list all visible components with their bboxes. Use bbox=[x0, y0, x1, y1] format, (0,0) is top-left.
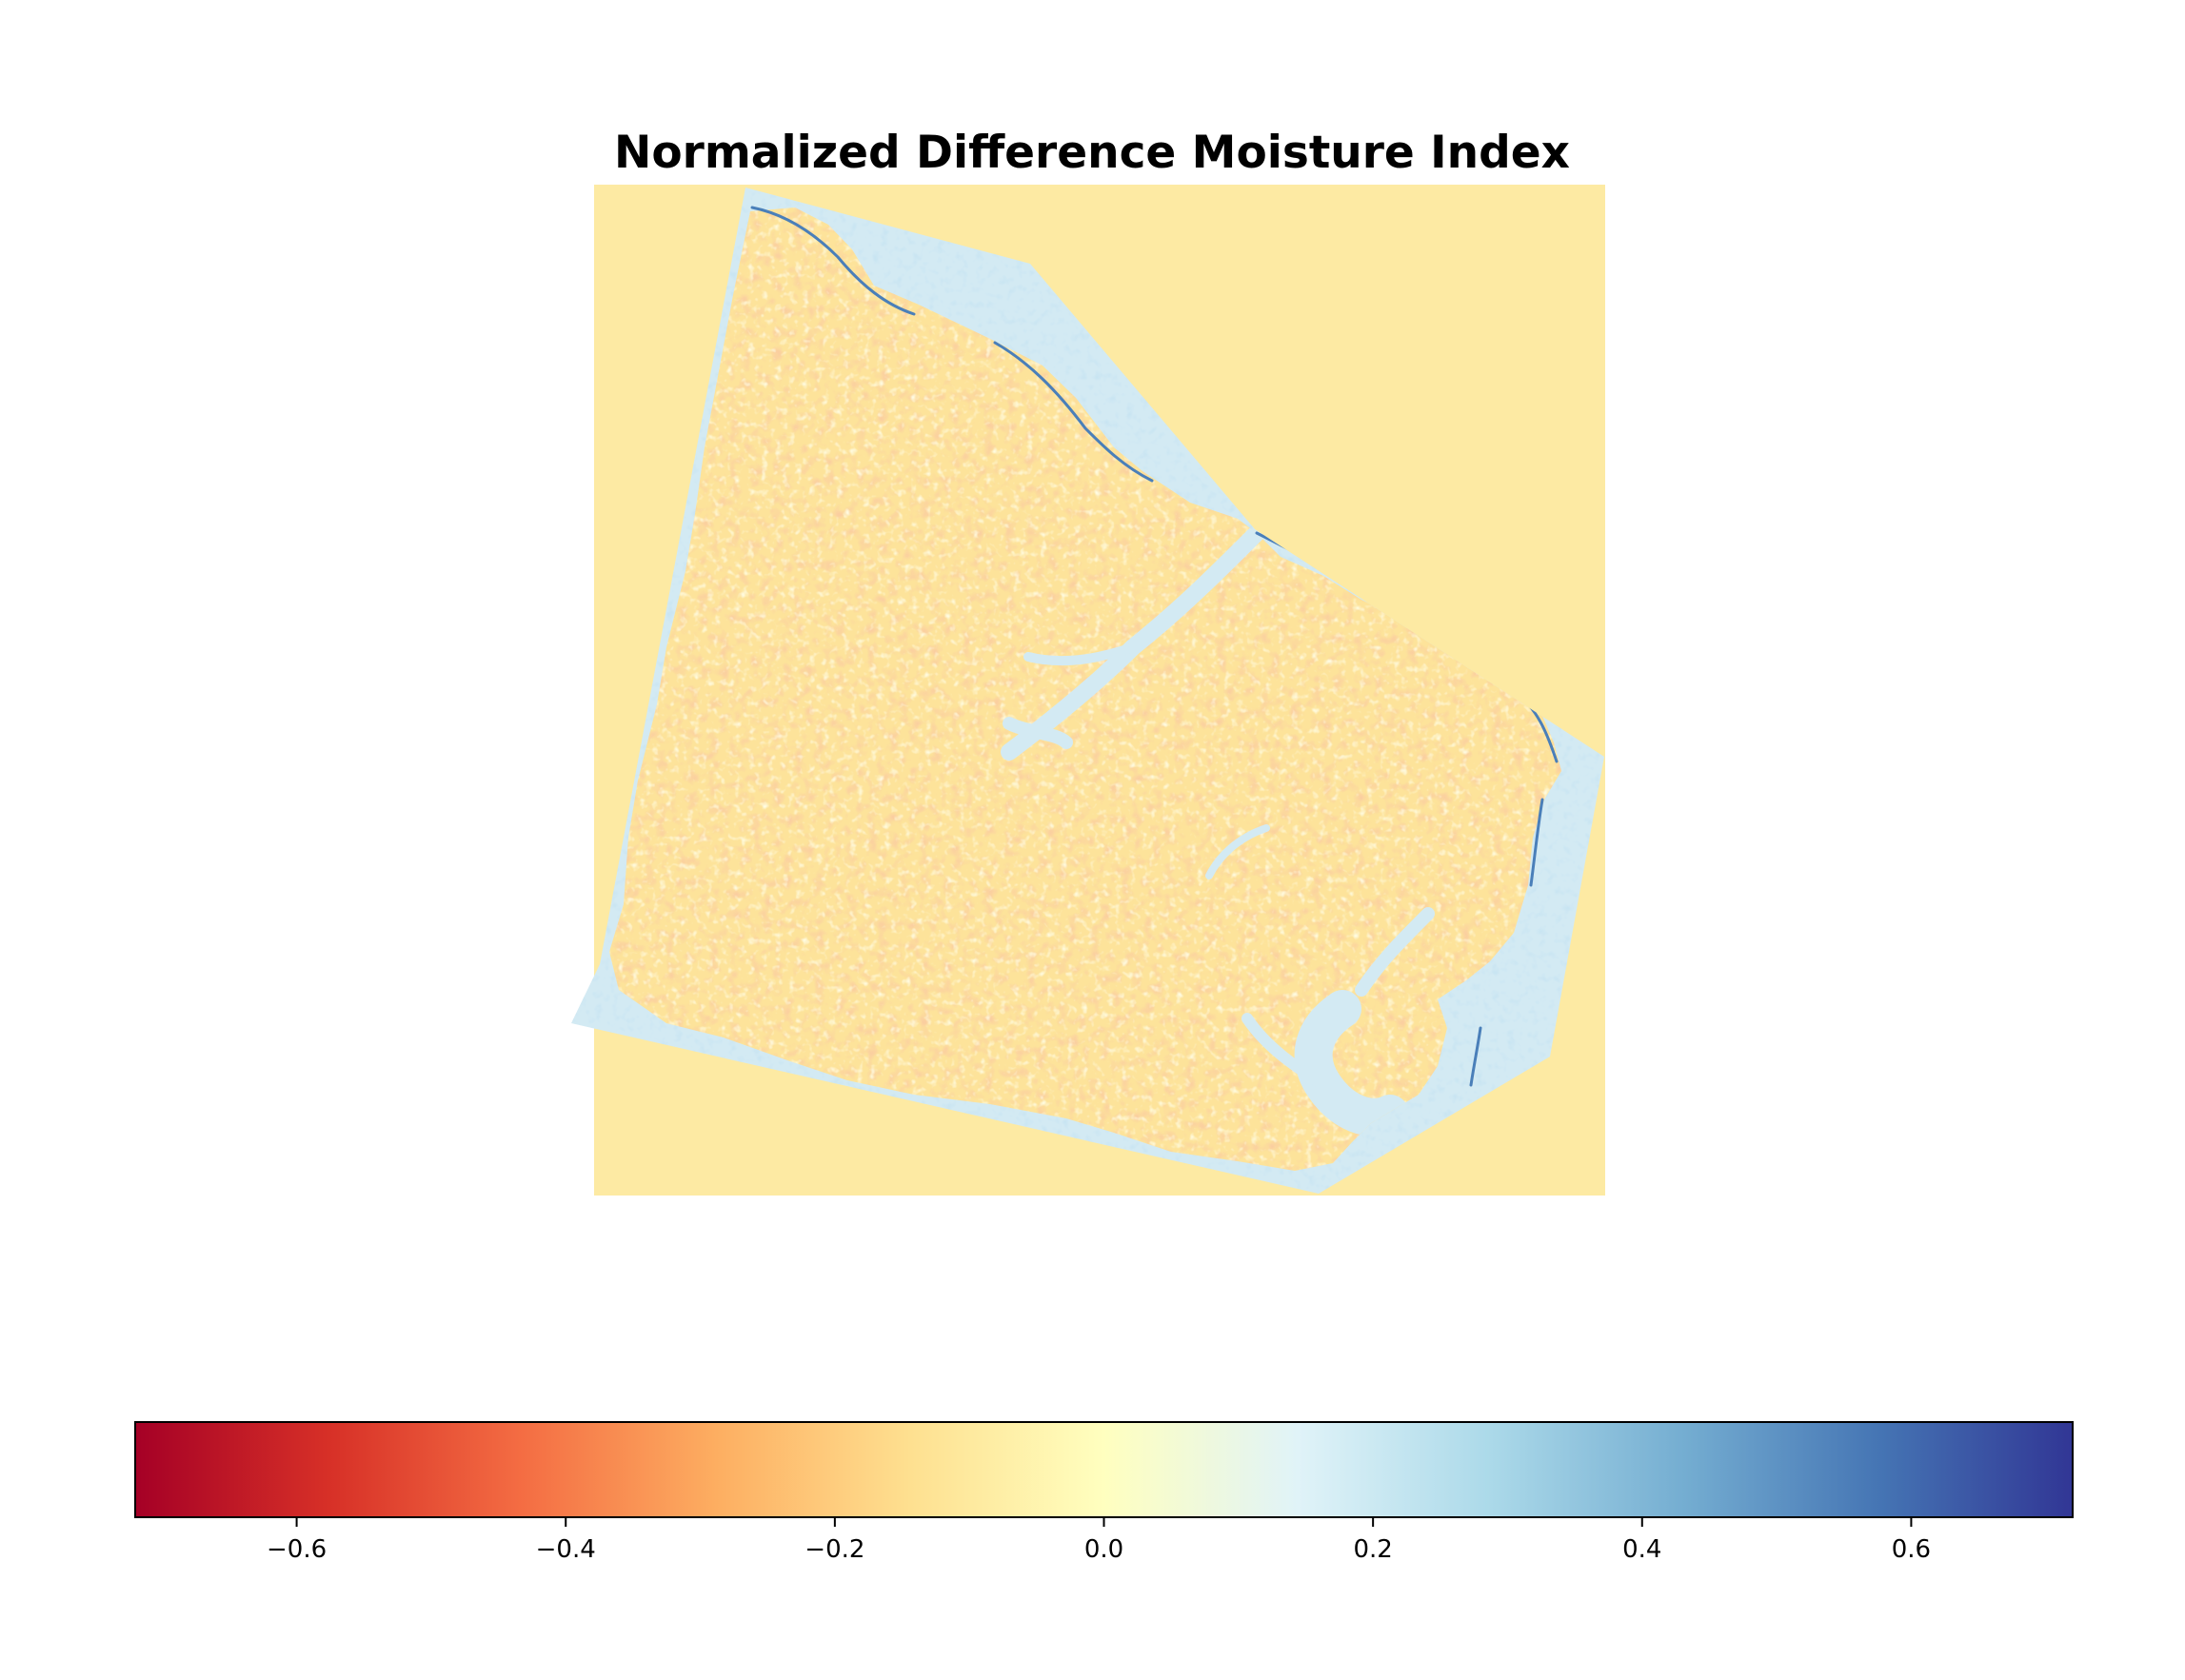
moist-channel bbox=[1241, 1013, 1329, 1091]
colorbar-tick-label: −0.4 bbox=[536, 1535, 596, 1564]
moist-channel bbox=[1023, 642, 1138, 666]
moist-channel bbox=[1205, 824, 1270, 880]
moist-channel bbox=[1003, 717, 1073, 749]
moist-channel bbox=[1355, 907, 1435, 997]
colorbar-gradient bbox=[134, 1421, 2074, 1518]
colorbar-tick-label: 0.0 bbox=[1084, 1535, 1123, 1564]
shoreline bbox=[993, 341, 1154, 483]
colorbar-ticks: −0.6 −0.4 −0.2 0.0 0.2 0.4 0.6 bbox=[267, 1517, 1931, 1564]
colorbar: −0.6 −0.4 −0.2 0.0 0.2 0.4 0.6 bbox=[134, 1421, 2074, 1564]
colorbar-tick-label: 0.2 bbox=[1353, 1535, 1392, 1564]
chart-title: Normalized Difference Moisture Index bbox=[614, 127, 1570, 179]
colorbar-tick-label: −0.6 bbox=[267, 1535, 327, 1564]
colorbar-tick-label: 0.6 bbox=[1892, 1535, 1931, 1564]
shoreline bbox=[1469, 1026, 1482, 1087]
shoreline bbox=[1529, 798, 1544, 887]
colorbar-tick-label: 0.4 bbox=[1622, 1535, 1661, 1564]
colorbar-tick-label: −0.2 bbox=[804, 1535, 864, 1564]
ndmi-map bbox=[571, 185, 1605, 1196]
shoreline bbox=[750, 206, 916, 316]
